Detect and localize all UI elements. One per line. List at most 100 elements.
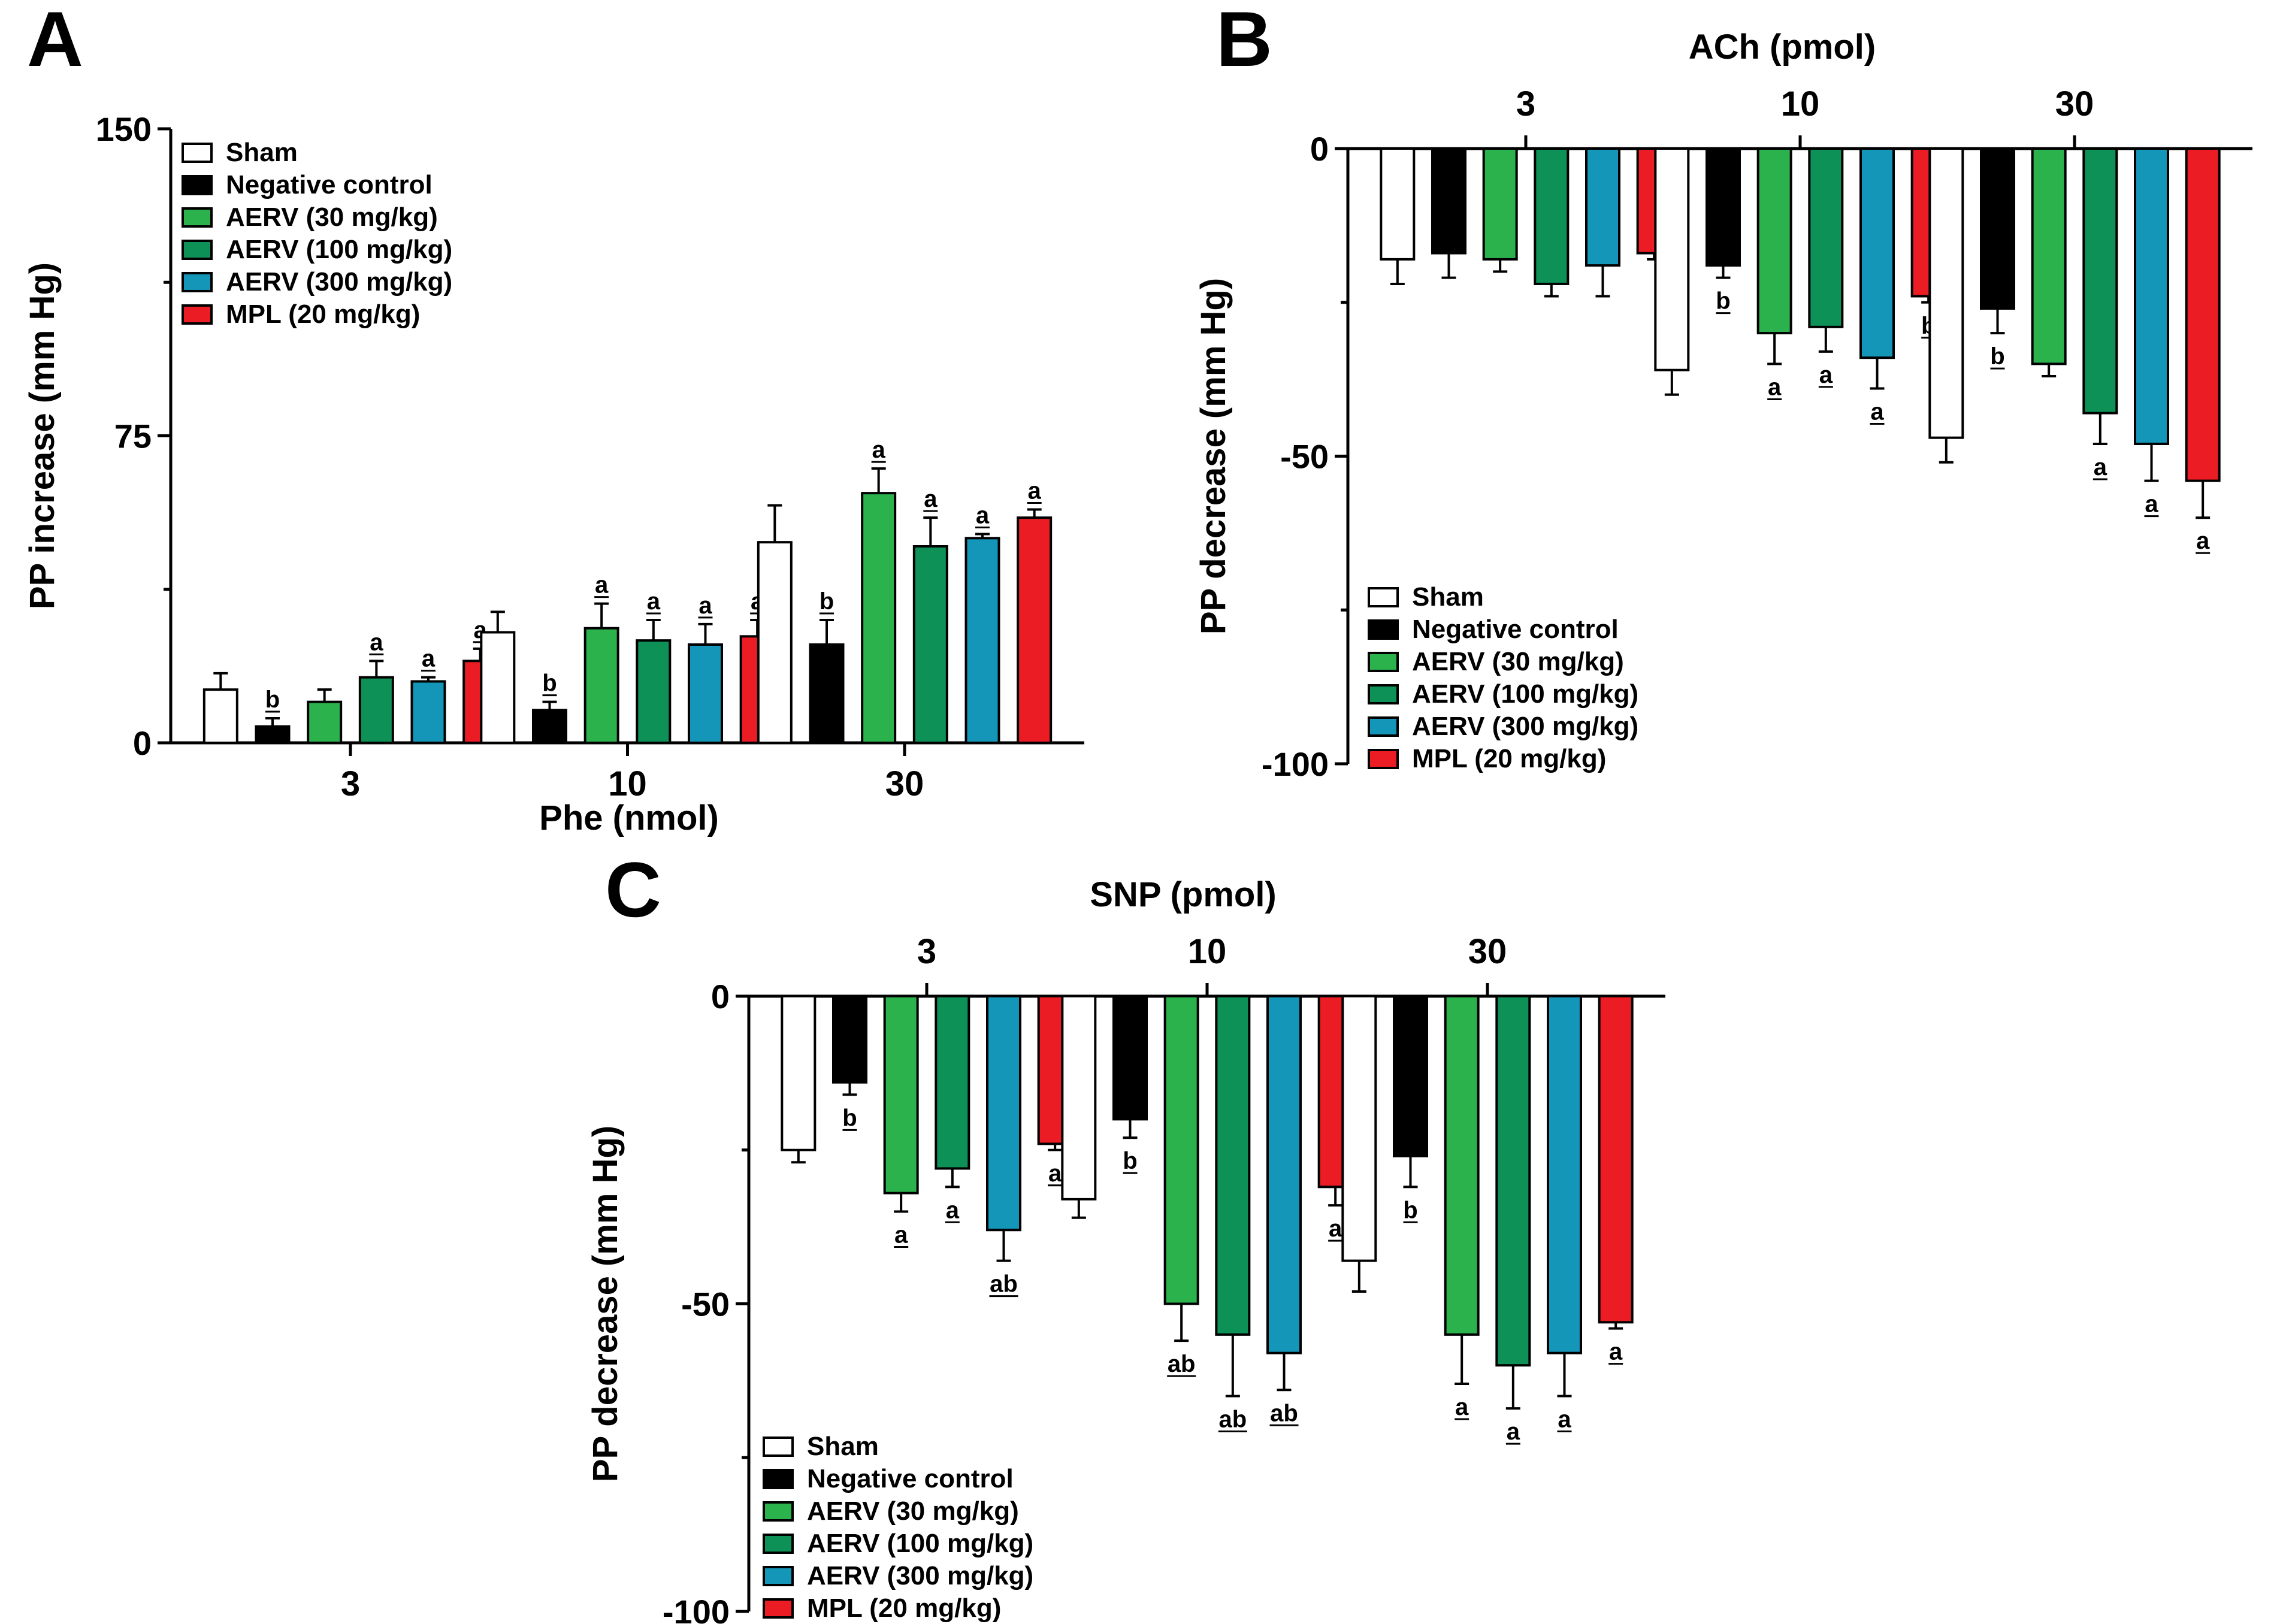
panel-a-y-axis-title: PP increase (mm Hg) (23, 262, 62, 609)
panel-b-significance-label: b (1990, 343, 2004, 370)
panel-a-bar (912, 545, 948, 744)
panel-c-bar (1112, 995, 1148, 1121)
panel-b-bar (2185, 147, 2221, 482)
panel-c-bar (1163, 995, 1199, 1305)
panel-c-legend-swatch (763, 1534, 794, 1554)
panel-b-bar (2134, 147, 2169, 445)
panel-c-bar (1495, 995, 1531, 1367)
panel-c-significance-label: a (946, 1197, 960, 1223)
panel-c-bar (1547, 995, 1582, 1354)
panel-c-significance-label: ab (1270, 1400, 1298, 1426)
panel-c-bar (1266, 995, 1302, 1354)
panel-b-bar (1706, 147, 1741, 267)
panel-b-significance-label: a (1768, 374, 1782, 400)
panel-c-significance-label: ab (1168, 1351, 1196, 1377)
panel-a-y-tick-label: 150 (96, 110, 152, 148)
panel-c-y-tick-label: -50 (681, 1286, 730, 1323)
panel-a-significance-label: b (542, 670, 557, 697)
panel-c-legend-label: Negative control (807, 1464, 1014, 1493)
panel-a-significance-label: a (698, 592, 712, 619)
panel-a-bar (861, 492, 897, 745)
panel-letter-b: B (1216, 0, 1272, 83)
panel-a-legend-swatch (182, 175, 213, 195)
panel-b-bar (1808, 147, 1844, 328)
panel-b-bar (1380, 147, 1416, 261)
panel-a-legend-swatch (182, 240, 213, 260)
panel-a-legend-label: Sham (226, 138, 298, 167)
panel-c-bar (1061, 995, 1097, 1200)
panel-b-bar (2082, 147, 2118, 415)
panel-c-bar (1393, 995, 1428, 1158)
panel-a-legend-swatch (182, 304, 213, 325)
panel-c-bar (1444, 995, 1480, 1336)
panel-a-legend-label: AERV (100 mg/kg) (226, 235, 452, 264)
panel-b-legend-label: AERV (100 mg/kg) (1412, 679, 1638, 709)
panel-a-significance-label: a (647, 588, 661, 615)
panel-a-significance-label: a (370, 629, 383, 655)
panel-a-legend-label: AERV (300 mg/kg) (226, 267, 452, 297)
panel-c-bar (832, 995, 867, 1084)
panel-c-significance-label: a (1609, 1339, 1623, 1365)
panel-c-bar (986, 995, 1021, 1232)
panel-b-significance-label: a (2145, 491, 2158, 518)
panel-b-legend-label: Negative control (1412, 615, 1619, 644)
panel-a-bar (757, 541, 793, 745)
panel-a-legend-label: Negative control (226, 170, 433, 199)
panel-b-bar (1534, 147, 1570, 285)
panel-c-significance-label: a (1455, 1394, 1469, 1420)
panel-a-bar (410, 680, 446, 744)
panel-b-legend-label: MPL (20 mg/kg) (1412, 744, 1606, 773)
panel-c-bar (935, 995, 970, 1170)
panel-a-significance-label: a (872, 437, 886, 463)
panel-c-legend-label: AERV (30 mg/kg) (807, 1496, 1019, 1526)
panel-letter-c: C (605, 846, 661, 933)
panel-c-significance-label: ab (1218, 1407, 1247, 1433)
panel-b-bar (1654, 147, 1690, 371)
panel-a-bar (532, 709, 567, 745)
panel-a-significance-label: a (1028, 478, 1042, 504)
panel-c-y-axis-title: PP decrease (mm Hg) (586, 1126, 625, 1482)
panel-a-legend-swatch (182, 143, 213, 163)
panel-b-y-tick-label: -100 (1262, 745, 1329, 783)
panel-b-bar (1482, 147, 1518, 261)
panel-b-legend-swatch (1368, 587, 1399, 607)
panel-a-bar (202, 688, 238, 744)
panel-a-significance-label: b (820, 588, 834, 615)
panel-a-significance-label: a (976, 503, 990, 529)
panel-b-bar (1859, 147, 1895, 359)
panel-b-category-label: 3 (1516, 84, 1535, 123)
panel-b-significance-label: b (1716, 288, 1730, 314)
panel-a-bar (688, 643, 723, 744)
panel-a-bar (358, 676, 394, 744)
panel-c-significance-label: ab (990, 1271, 1018, 1298)
panel-b-legend-swatch (1368, 749, 1399, 769)
panel-a-y-tick-label: 75 (114, 418, 152, 455)
panel-c-significance-label: a (1507, 1419, 1520, 1445)
panel-b-legend-swatch (1368, 619, 1399, 640)
panel-a-significance-label: a (924, 486, 938, 512)
panel-b-bar (2031, 147, 2067, 365)
panel-c-bar (1341, 995, 1377, 1262)
panel-b-y-axis-title: PP decrease (mm Hg) (1194, 278, 1233, 634)
panel-b-category-label: 30 (2055, 84, 2094, 123)
panel-a-bar (1017, 516, 1053, 745)
panel-a-significance-label: b (265, 687, 280, 713)
panel-c-legend-label: MPL (20 mg/kg) (807, 1593, 1001, 1623)
panel-a-bar (480, 631, 516, 744)
panel-c-legend-label: AERV (300 mg/kg) (807, 1561, 1033, 1590)
panel-c-bar (1598, 995, 1634, 1324)
panel-c-category-label: 30 (1468, 932, 1507, 971)
panel-a-x-axis-title: Phe (nmol) (539, 799, 719, 837)
panel-a-bar (809, 643, 845, 744)
panel-c-legend-swatch (763, 1566, 794, 1586)
panel-c-legend-label: AERV (100 mg/kg) (807, 1529, 1033, 1558)
panel-a-legend-label: MPL (20 mg/kg) (226, 300, 420, 329)
panel-a-category-label: 10 (608, 764, 647, 803)
panel-a-y-tick-label: 0 (133, 724, 152, 762)
panel-b-significance-label: a (2094, 454, 2107, 480)
panel-c-y-tick-label: -100 (663, 1593, 730, 1624)
panel-c-significance-label: a (894, 1221, 908, 1248)
panel-c-legend-swatch (763, 1501, 794, 1522)
